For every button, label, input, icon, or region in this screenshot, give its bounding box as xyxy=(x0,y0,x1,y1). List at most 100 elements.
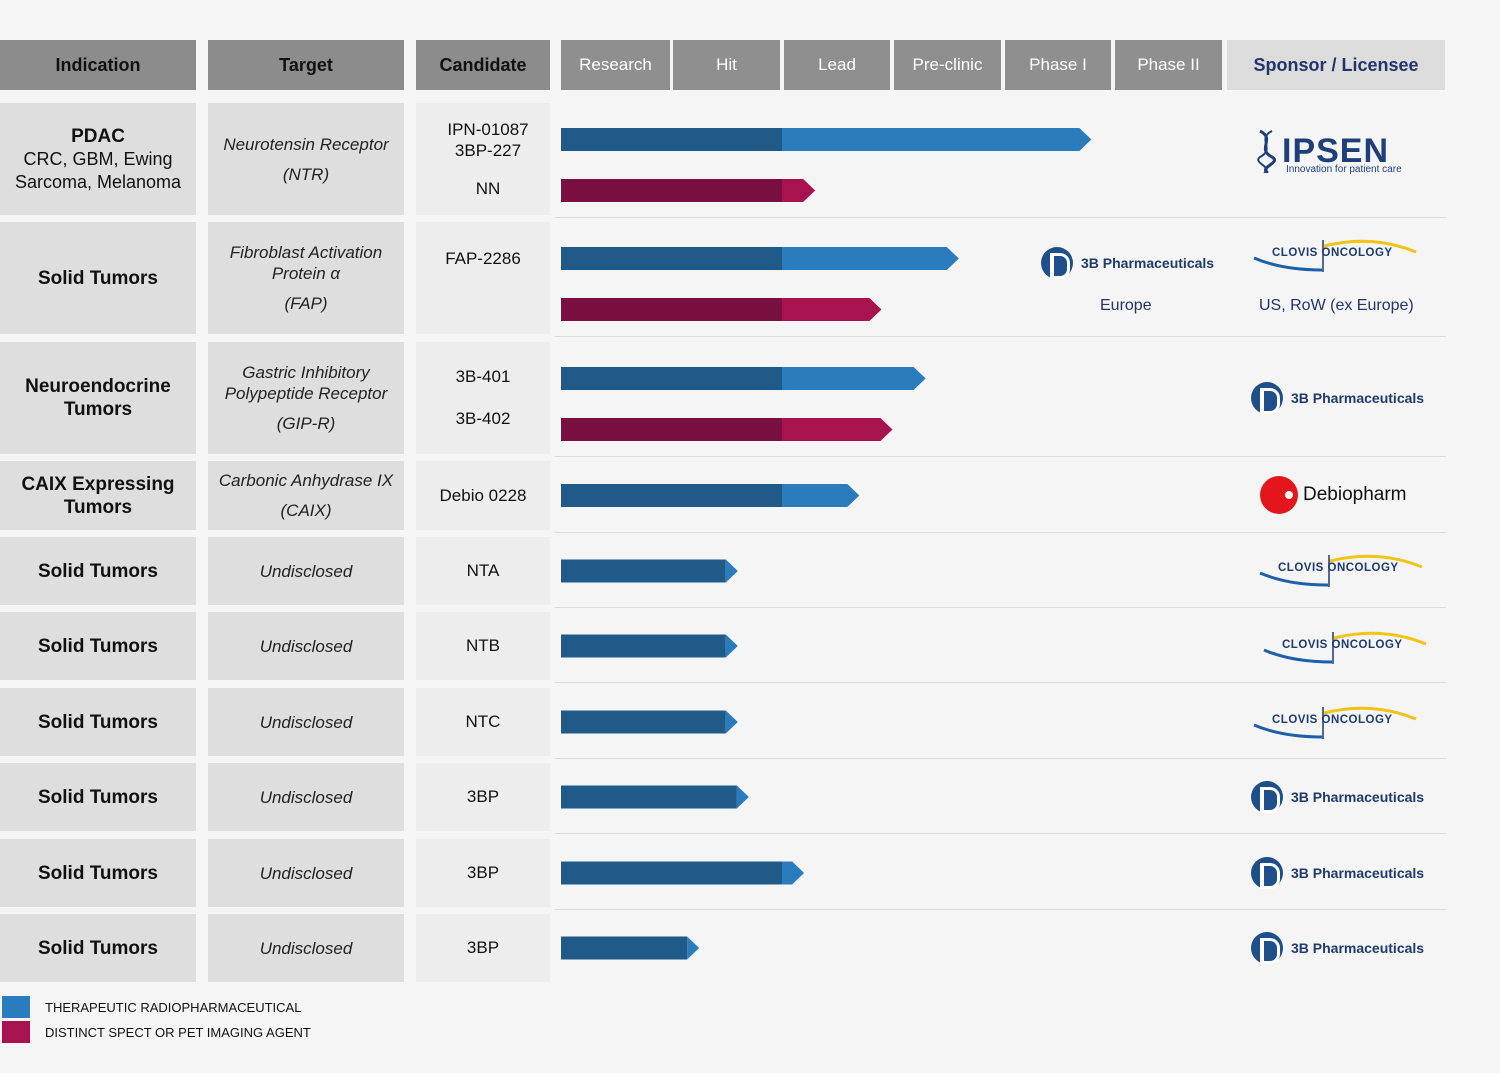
target-abbr: (GIP-R) xyxy=(276,414,336,433)
3b-logo-icon xyxy=(1041,247,1073,279)
header-candidate: Candidate xyxy=(416,40,550,90)
clovis-logo-text: CLOVIS ONCOLOGY xyxy=(1272,714,1393,726)
3b-pharmaceuticals-logo: 3B Pharmaceuticals xyxy=(1251,932,1424,964)
ipsen-wordmark: IPSEN xyxy=(1282,131,1390,170)
candidate-cell: IPN-01087 3BP-227 NN xyxy=(416,103,550,215)
legend-swatch-therapeutic xyxy=(2,996,30,1018)
table-row: Solid Tumors Fibroblast Activation Prote… xyxy=(0,222,1446,337)
candidate-label-2: NN xyxy=(475,179,501,198)
table-row: Solid Tumors Undisclosed NTC xyxy=(0,688,1446,759)
target-label: Undisclosed xyxy=(259,636,353,656)
debiopharm-logo: Debiopharm xyxy=(1260,476,1407,514)
target-abbr: (FAP) xyxy=(284,294,328,313)
candidate-label-2: 3B-402 xyxy=(455,409,511,428)
indication-cell: Solid Tumors xyxy=(0,839,196,907)
target-cell: Fibroblast Activation Protein α (FAP) xyxy=(208,222,404,334)
indication-sub-label: CRC, GBM, Ewing Sarcoma, Melanoma xyxy=(14,148,182,192)
header-stage-preclinic: Pre-clinic xyxy=(894,40,1001,90)
target-cell: Undisclosed xyxy=(208,612,404,680)
indication-cell: Solid Tumors xyxy=(0,612,196,680)
target-label: Undisclosed xyxy=(259,561,353,581)
3b-logo-icon xyxy=(1251,781,1283,813)
indication-cell: Solid Tumors xyxy=(0,914,196,982)
sponsor-region-europe: Europe xyxy=(1100,297,1152,314)
target-cell: Carbonic Anhydrase IX (CAIX) xyxy=(208,461,404,530)
target-abbr: (NTR) xyxy=(282,164,330,184)
indication-cell: Solid Tumors xyxy=(0,537,196,605)
indication-label: Solid Tumors xyxy=(38,560,158,582)
candidate-label: 3BP xyxy=(466,787,500,806)
dna-icon xyxy=(1257,129,1276,173)
indication-cell: CAIX Expressing Tumors xyxy=(0,461,196,530)
candidate-cell: 3BP xyxy=(416,763,550,831)
candidate-cell: 3B-401 3B-402 xyxy=(416,342,550,454)
indication-cell: Solid Tumors xyxy=(0,763,196,831)
3b-logo-icon xyxy=(1251,932,1283,964)
clovis-oncology-logo: CLOVIS ONCOLOGY xyxy=(1252,236,1422,276)
3b-logo-text: 3B Pharmaceuticals xyxy=(1291,789,1425,805)
therapeutic-bar xyxy=(561,367,926,390)
indication-label: Neuroendocrine Tumors xyxy=(25,376,171,420)
therapeutic-bar xyxy=(561,559,738,583)
header-sponsor: Sponsor / Licensee xyxy=(1227,40,1445,90)
candidate-label: NTC xyxy=(465,712,501,731)
clovis-swoosh-icon xyxy=(1253,239,1417,272)
target-label: Undisclosed xyxy=(259,938,353,958)
candidate-cell: NTC xyxy=(416,688,550,756)
ipsen-tagline: Innovation for patient care xyxy=(1286,164,1402,175)
target-cell: Undisclosed xyxy=(208,763,404,831)
target-cell: Undisclosed xyxy=(208,537,404,605)
therapeutic-bar xyxy=(561,861,805,885)
target-cell: Undisclosed xyxy=(208,839,404,907)
3b-pharmaceuticals-logo: 3B Pharmaceuticals xyxy=(1251,781,1424,813)
target-label: Gastric Inhibitory Polypeptide Receptor xyxy=(224,363,388,403)
indication-label: Solid Tumors xyxy=(38,937,158,959)
therapeutic-bar xyxy=(561,710,738,734)
header-stage-research: Research xyxy=(561,40,670,90)
legend-label-imaging: DISTINCT SPECT OR PET IMAGING AGENT xyxy=(45,1024,311,1040)
clovis-swoosh-icon xyxy=(1263,631,1427,664)
clovis-swoosh-icon xyxy=(1259,554,1423,587)
candidate-label: 3B-401 xyxy=(455,367,511,386)
table-row: Solid Tumors Undisclosed 3BP xyxy=(0,839,1446,910)
ipsen-logo: IPSEN Innovation for patient care xyxy=(1252,128,1402,175)
therapeutic-bar xyxy=(561,634,738,658)
clovis-logo-text: CLOVIS ONCOLOGY xyxy=(1282,639,1403,651)
3b-logo-icon xyxy=(1251,382,1283,414)
target-label: Neurotensin Receptor xyxy=(223,134,389,154)
candidate-label: 3BP xyxy=(466,863,500,882)
target-cell: Undisclosed xyxy=(208,688,404,756)
target-abbr: (CAIX) xyxy=(280,501,332,520)
candidate-cell: Debio 0228 xyxy=(416,461,550,530)
target-label: Fibroblast Activation Protein α xyxy=(229,243,383,283)
candidate-label: Debio 0228 xyxy=(439,485,527,505)
header-stage-hit: Hit xyxy=(673,40,780,90)
candidate-cell: NTA xyxy=(416,537,550,605)
header-indication: Indication xyxy=(0,40,196,90)
therapeutic-bar xyxy=(561,484,860,507)
indication-label: Solid Tumors xyxy=(38,711,158,733)
3b-logo-text: 3B Pharmaceuticals xyxy=(1291,390,1425,406)
header-target: Target xyxy=(208,40,404,90)
indication-cell: Neuroendocrine Tumors xyxy=(0,342,196,454)
candidate-label: 3BP xyxy=(466,938,500,957)
clovis-oncology-logo: CLOVIS ONCOLOGY xyxy=(1262,628,1432,668)
3b-logo-text: 3B Pharmaceuticals xyxy=(1081,255,1215,271)
imaging-bar xyxy=(561,179,816,202)
indication-label: Solid Tumors xyxy=(38,267,158,289)
candidate-cell: 3BP xyxy=(416,914,550,982)
3b-pharmaceuticals-logo: 3B Pharmaceuticals xyxy=(1041,247,1214,279)
target-label: Undisclosed xyxy=(259,787,353,807)
clovis-logo-text: CLOVIS ONCOLOGY xyxy=(1278,562,1399,574)
table-row: CAIX Expressing Tumors Carbonic Anhydras… xyxy=(0,461,1446,533)
header-stage-phase1: Phase I xyxy=(1005,40,1111,90)
indication-label: PDAC xyxy=(71,125,125,147)
debiopharm-dot-icon xyxy=(1260,476,1298,514)
indication-cell: Solid Tumors xyxy=(0,222,196,334)
3b-pharmaceuticals-logo: 3B Pharmaceuticals xyxy=(1251,857,1424,889)
header-stage-lead: Lead xyxy=(784,40,890,90)
candidate-cell: 3BP xyxy=(416,839,550,907)
indication-label: CAIX Expressing Tumors xyxy=(21,473,175,518)
legend-swatch-imaging xyxy=(2,1021,30,1043)
